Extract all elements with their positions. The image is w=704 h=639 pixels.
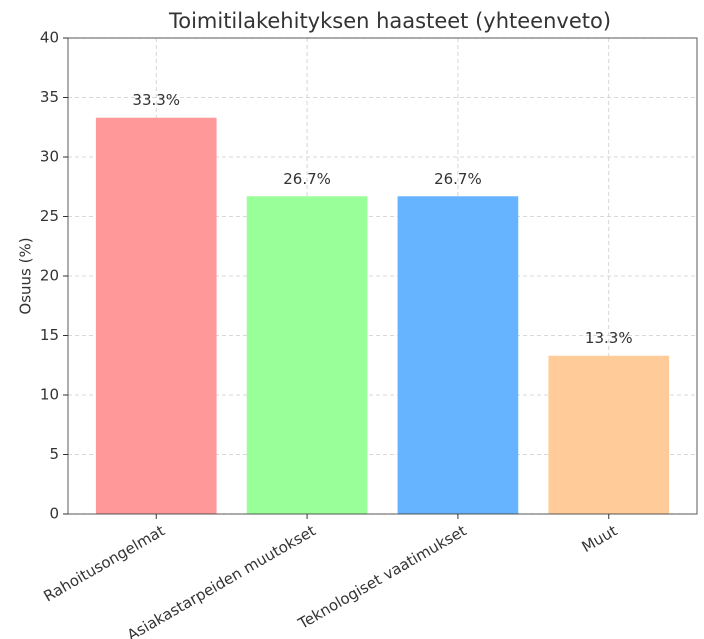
y-tick-label: 10 <box>40 386 59 404</box>
value-label: 13.3% <box>585 329 633 347</box>
y-tick-label: 15 <box>40 326 59 344</box>
bar <box>548 355 670 514</box>
x-tick-label: Muut <box>579 522 621 557</box>
bar <box>95 117 217 514</box>
y-tick-label: 0 <box>49 505 59 523</box>
x-tick-label: Rahoitusongelmat <box>41 522 168 606</box>
bar <box>246 196 368 514</box>
value-label: 26.7% <box>434 170 482 188</box>
y-tick-label: 30 <box>40 148 59 166</box>
y-tick-label: 5 <box>49 445 59 463</box>
x-tick-label: Teknologiset vaatimukset <box>294 522 469 634</box>
y-tick-label: 20 <box>40 267 59 285</box>
y-tick-label: 35 <box>40 88 59 106</box>
plot-frame <box>67 37 698 515</box>
bar <box>397 196 519 514</box>
value-label: 26.7% <box>283 170 331 188</box>
y-axis-label: Osuus (%) <box>17 237 35 314</box>
y-tick-label: 40 <box>40 29 59 47</box>
y-tick-label: 25 <box>40 207 59 225</box>
chart-title: Toimitilakehityksen haasteet (yhteenveto… <box>168 9 611 33</box>
value-label: 33.3% <box>132 91 180 109</box>
